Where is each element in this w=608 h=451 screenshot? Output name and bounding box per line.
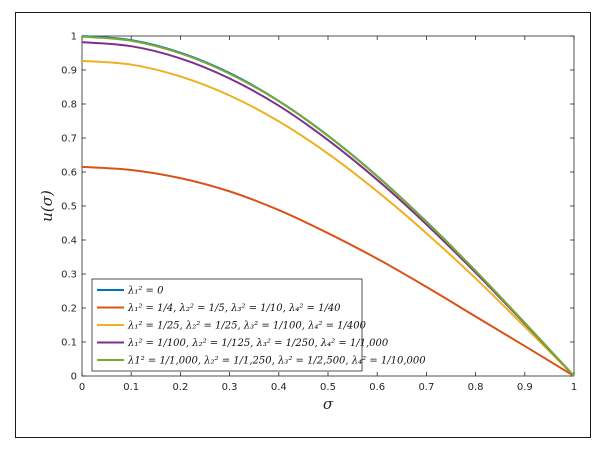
x-tick-label: 1 <box>571 382 577 393</box>
x-tick-label: 0.2 <box>172 382 188 393</box>
line-chart: 0 0.1 0.2 0.3 0.4 0.5 0.6 0.7 0.8 0.9 1 0 0.1 0.2 0.3… <box>38 32 577 414</box>
y-tick-label: 0.4 <box>61 236 77 247</box>
x-tick-label: 0.1 <box>123 382 139 393</box>
series-line-3 <box>81 59 575 377</box>
legend-entry-3: λ₁² = 1/25, λ₂² = 1/25, λ₃² = 1/100, λ₄²… <box>127 321 367 332</box>
x-axis-title: σ <box>323 395 334 413</box>
y-tick-label: 0.7 <box>61 134 77 145</box>
y-tick-label: 1 <box>71 32 77 43</box>
x-tick-label: 0.8 <box>468 382 484 393</box>
y-tick-label: 0.9 <box>61 66 77 77</box>
x-tick-label: 0.7 <box>418 382 434 393</box>
x-axis: 0 0.1 0.2 0.3 0.4 0.5 0.6 0.7 0.8 0.9 1 <box>79 36 577 393</box>
x-tick-label: 0.5 <box>320 382 336 393</box>
legend-entry-4: λ₁² = 1/100, λ₂² = 1/125, λ₃² = 1/250, λ… <box>127 338 389 349</box>
figure-frame: 0 0.1 0.2 0.3 0.4 0.5 0.6 0.7 0.8 0.9 1 0 0.1 0.2 0.3… <box>15 12 591 438</box>
y-tick-label: 0.2 <box>61 304 77 315</box>
series-line-2 <box>81 165 575 377</box>
legend-entry-5: λ1² = 1/1,000, λ₂² = 1/1,250, λ₃² = 1/2,… <box>127 356 426 367</box>
y-axis-title: u(σ) <box>38 190 56 222</box>
legend: λ₁² = 0 λ₁² = 1/4, λ₂² = 1/5, λ₃² = 1/10,… <box>91 278 426 372</box>
y-tick-label: 0 <box>71 372 77 383</box>
y-axis: 0 0.1 0.2 0.3 0.4 0.5 0.6 0.7 0.8 0.9 1 <box>61 32 574 383</box>
x-tick-label: 0 <box>79 382 85 393</box>
series-lines <box>81 35 575 377</box>
y-tick-label: 0.1 <box>61 338 77 349</box>
y-tick-label: 0.8 <box>61 100 77 111</box>
y-tick-label: 0.6 <box>61 168 77 179</box>
legend-entry-2: λ₁² = 1/4, λ₂² = 1/5, λ₃² = 1/10, λ₄² = … <box>127 303 341 314</box>
legend-box <box>91 278 363 372</box>
x-tick-label: 0.3 <box>222 382 238 393</box>
x-tick-label: 0.6 <box>369 382 385 393</box>
x-tick-label: 0.9 <box>517 382 533 393</box>
legend-entry-1: λ₁² = 0 <box>127 286 164 297</box>
y-tick-label: 0.3 <box>61 270 77 281</box>
y-tick-label: 0.5 <box>61 202 77 213</box>
series-line-5 <box>81 35 575 377</box>
x-tick-label: 0.4 <box>271 382 287 393</box>
